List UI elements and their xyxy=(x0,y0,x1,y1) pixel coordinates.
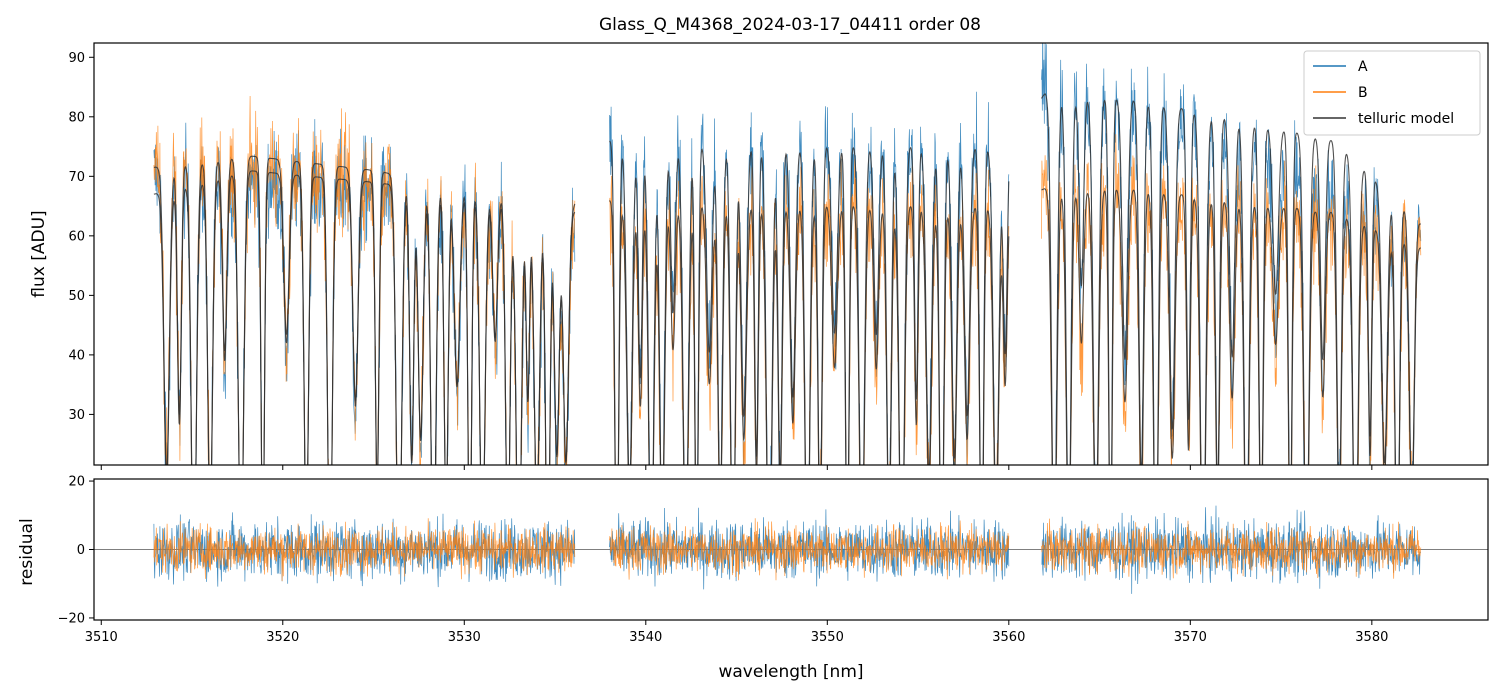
telluric-model-b-line xyxy=(153,170,1421,465)
flux-axis-ticks: 30 40 50 60 70 80 90 xyxy=(68,51,1373,470)
legend-label-b: B xyxy=(1358,85,1368,101)
residual-y-tick-label: 0 xyxy=(77,543,85,558)
x-tick-label: 3510 xyxy=(85,630,118,645)
residual-b-line xyxy=(153,518,1422,582)
legend: A B telluric model xyxy=(1303,50,1481,136)
flux-plot-area xyxy=(153,43,1422,465)
flux-y-tick-label: 40 xyxy=(68,348,85,363)
flux-y-tick-label: 80 xyxy=(68,110,85,125)
flux-y-tick-label: 50 xyxy=(68,289,85,304)
flux-y-axis-label: flux [ADU] xyxy=(29,210,49,297)
legend-label-telluric: telluric model xyxy=(1358,111,1454,127)
legend-label-a: A xyxy=(1358,59,1368,75)
x-tick-label: 3560 xyxy=(992,630,1025,645)
x-tick-label: 3520 xyxy=(266,630,299,645)
x-tick-label: 3540 xyxy=(629,630,662,645)
flux-y-tick-label: 30 xyxy=(68,408,85,423)
chart-title: Glass_Q_M4368_2024-03-17_04411 order 08 xyxy=(599,15,981,35)
x-tick-label: 3550 xyxy=(811,630,844,645)
x-tick-label: 3570 xyxy=(1174,630,1207,645)
flux-y-tick-label: 60 xyxy=(68,229,85,244)
flux-y-tick-label: 90 xyxy=(68,51,85,66)
flux-y-tick-label: 70 xyxy=(68,170,85,185)
residual-y-tick-label: −20 xyxy=(58,611,85,626)
legend-frame xyxy=(1303,50,1481,136)
x-tick-label: 3530 xyxy=(448,630,481,645)
x-tick-label: 3580 xyxy=(1355,630,1388,645)
residual-plot-area xyxy=(94,505,1488,594)
residual-axis-ticks: 3510 3520 3530 3540 3550 3560 3570 3580 −20 0 20 xyxy=(58,475,1389,645)
x-axis-label: wavelength [nm] xyxy=(718,662,863,682)
residual-y-axis-label: residual xyxy=(17,518,37,585)
residual-y-tick-label: 20 xyxy=(68,475,85,490)
flux-axes-frame xyxy=(93,42,1489,466)
